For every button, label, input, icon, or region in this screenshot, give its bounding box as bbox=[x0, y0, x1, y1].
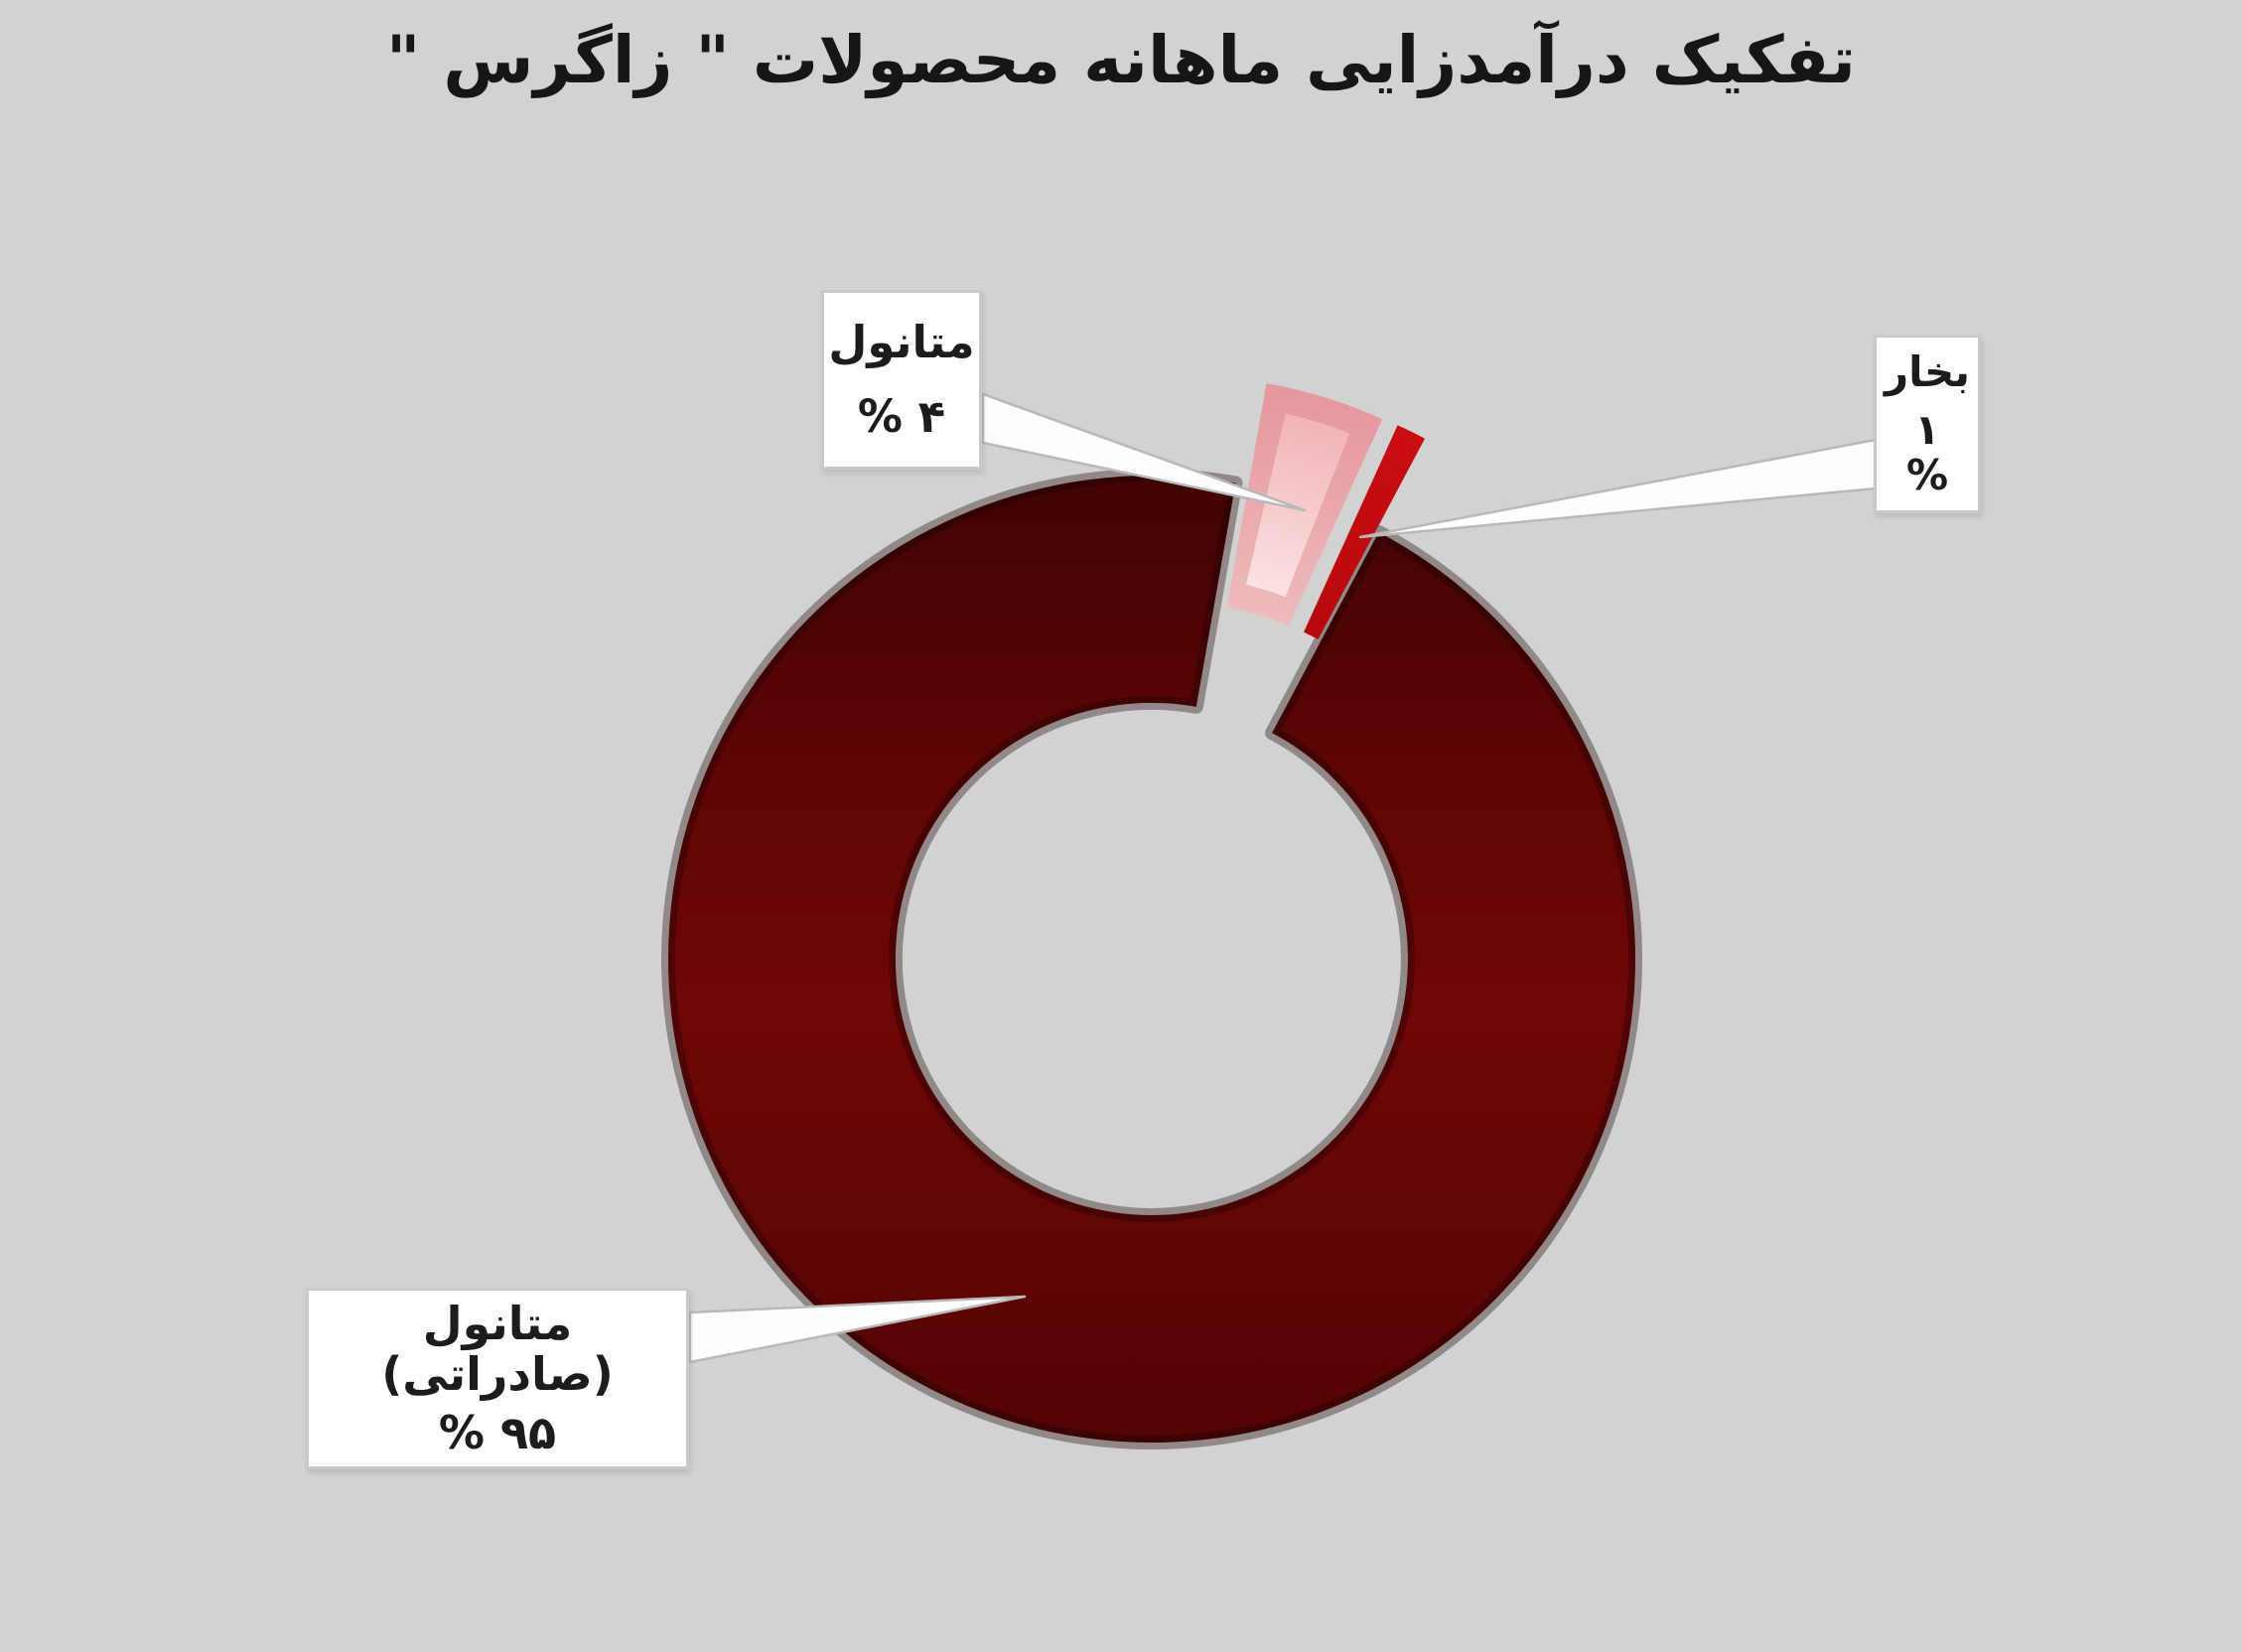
callout-steam: بخار ۱ % bbox=[1874, 335, 1981, 513]
callout-methanol: متانول ۴ % bbox=[821, 290, 982, 470]
leader-line-methanol bbox=[981, 392, 1307, 512]
leader-line-methanol-export bbox=[688, 1295, 1027, 1364]
leader-line-steam bbox=[1358, 438, 1878, 539]
callout-methanol-export-value: ۹۵ % bbox=[438, 1406, 557, 1459]
callout-steam-value: ۱ % bbox=[1905, 404, 1949, 499]
slice-methanol-export bbox=[661, 469, 1642, 1449]
slice-methanol-bevel-highlight bbox=[1245, 413, 1350, 598]
chart-title: تفکیک درآمدزایی ماهانه محصولات " زاگرس " bbox=[386, 22, 1856, 98]
callout-methanol-export: متانول (صادراتی) ۹۵ % bbox=[306, 1288, 689, 1469]
callout-methanol-export-label: متانول (صادراتی) bbox=[381, 1297, 614, 1401]
callout-steam-label: بخار bbox=[1885, 346, 1970, 396]
callout-methanol-label: متانول bbox=[828, 316, 975, 369]
callout-methanol-value: ۴ % bbox=[857, 390, 946, 444]
slice-steam bbox=[1304, 425, 1425, 639]
